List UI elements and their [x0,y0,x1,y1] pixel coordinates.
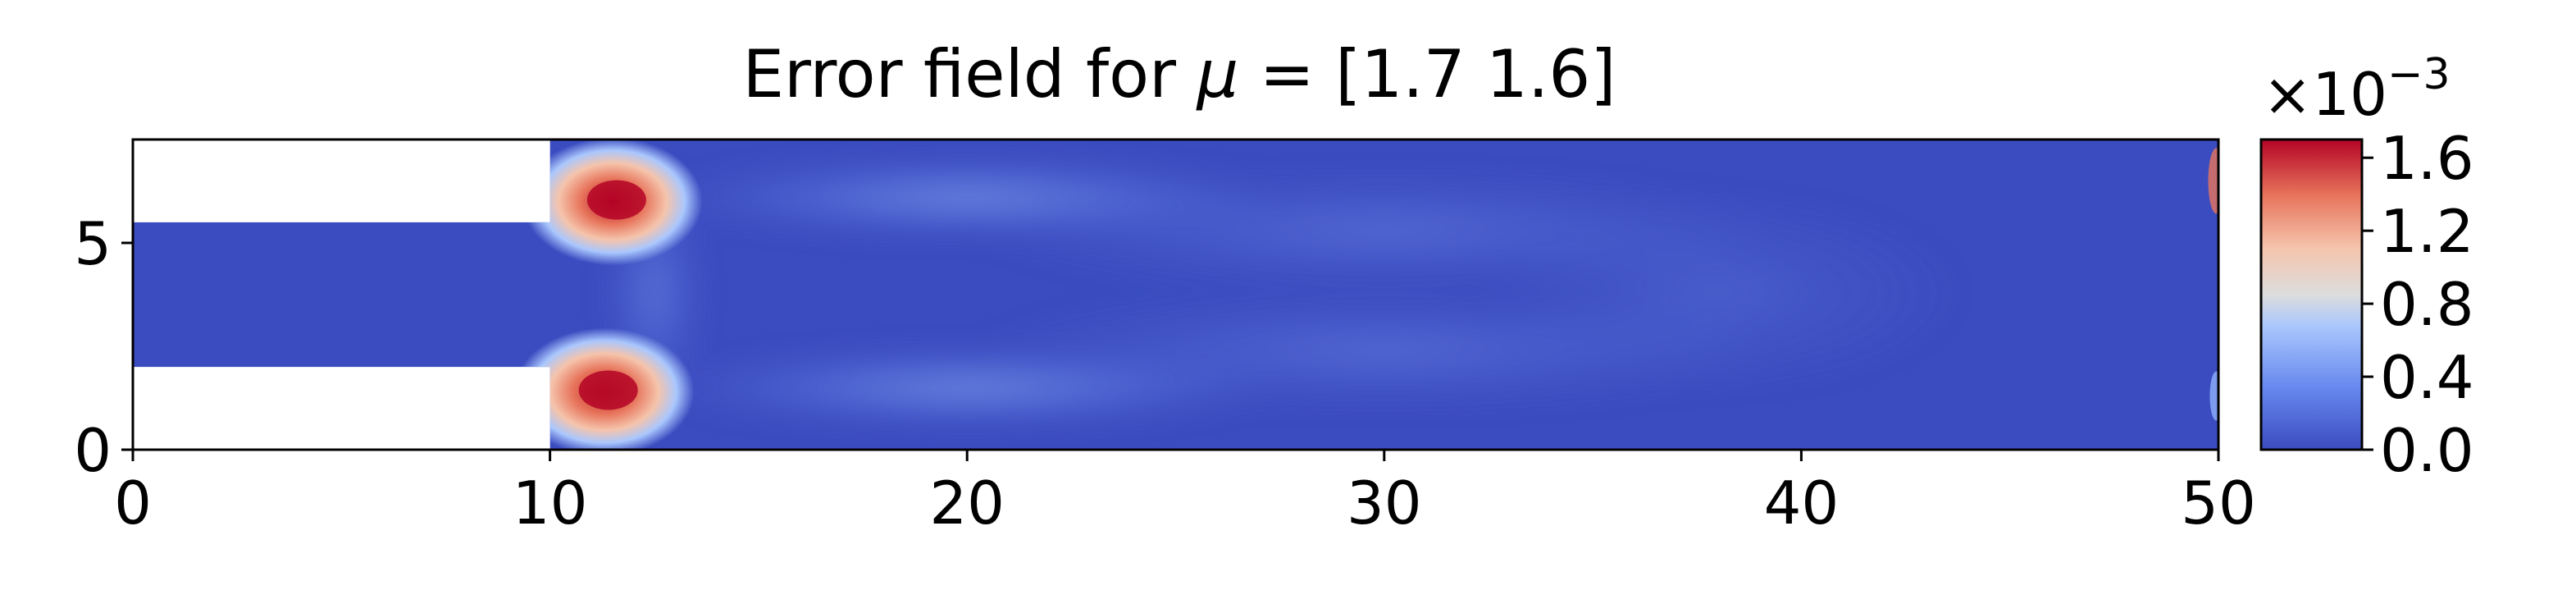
colorbar-tick-label: 1.2 [2380,197,2474,266]
x-tick-label: 10 [513,469,588,538]
outlet-edge-mark [2209,371,2218,421]
axes: 0 10 20 30 40 50 0 5 [74,138,2256,538]
title-prefix: Error field for [742,36,1197,112]
field-clip-group [133,140,2218,450]
colorbar-tick-label: 0.8 [2380,270,2474,339]
x-tick-label: 50 [2181,469,2256,538]
colorbar: 0.00.40.81.21.6×10−3 [2259,50,2474,485]
colorbar-offset-text: ×10−3 [2263,50,2451,129]
x-tick-label: 20 [929,469,1005,538]
error-field [133,140,2218,450]
outlet-edge-mark [2208,148,2218,214]
hotspot-1 [522,140,703,266]
colorbar-tick-label: 0.0 [2380,416,2474,485]
x-tick-label: 30 [1347,469,1422,538]
chart-title: Error field for μ = [1.7 1.6] [742,36,1616,112]
colorbar-tick-label: 0.4 [2380,343,2474,412]
plot-frame [131,138,2220,451]
x-tick-label: 40 [1764,469,1840,538]
hotspot-2 [513,327,695,450]
hotspot-core [578,370,638,410]
colorbar-gradient [2261,140,2362,450]
colorbar-tick-label: 1.6 [2380,124,2474,193]
y-tick-label: 5 [74,209,112,278]
x-tick-label: 0 [114,469,152,538]
wake-band-5 [1467,193,1968,392]
title-mu-symbol: μ [1195,36,1238,112]
inlet-channel-field [133,222,552,368]
y-tick-label: 0 [74,416,112,485]
colorbar-frame [2259,138,2364,451]
hotspot-core [586,180,646,220]
title-suffix: = [1.7 1.6] [1238,36,1616,112]
